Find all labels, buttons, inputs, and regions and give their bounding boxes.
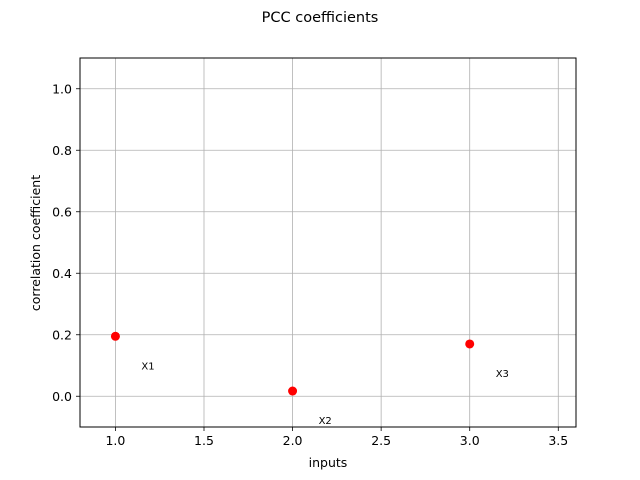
point-label-x2: X2: [319, 416, 332, 427]
axis-ticks: 1.0 1.5 2.0 2.5 3.0 3.5 0.0 0.2 0.4 0.6 0.8 1.0: [52, 81, 568, 448]
grid-lines: [80, 58, 576, 427]
x-tick-label: 1.5: [194, 433, 214, 448]
x-tick-label: 2.5: [371, 433, 391, 448]
y-axis-label: correlation coefficient: [28, 175, 43, 311]
plot-area-frame: [79, 57, 577, 428]
y-tick-label: 0.4: [52, 266, 72, 281]
y-tick-label: 0.0: [52, 389, 72, 404]
point-label-x3: X3: [496, 369, 509, 380]
x-tick-label: 2.0: [283, 433, 303, 448]
data-points: X1 X2 X3: [110, 331, 509, 427]
y-tick-label: 0.6: [52, 204, 72, 219]
y-tick-label: 0.2: [52, 327, 72, 342]
data-point-x1: [110, 331, 120, 341]
data-point-x3: [465, 339, 475, 349]
y-tick-label: 1.0: [52, 81, 72, 96]
point-label-x1: X1: [141, 361, 154, 372]
x-tick-label: 3.5: [548, 433, 568, 448]
x-tick-label: 3.0: [460, 433, 480, 448]
x-axis-label: inputs: [309, 455, 348, 470]
y-tick-label: 0.8: [52, 143, 72, 158]
x-tick-label: 1.0: [105, 433, 125, 448]
data-point-x2: [288, 386, 298, 396]
chart-title: PCC coefficients: [262, 10, 379, 26]
